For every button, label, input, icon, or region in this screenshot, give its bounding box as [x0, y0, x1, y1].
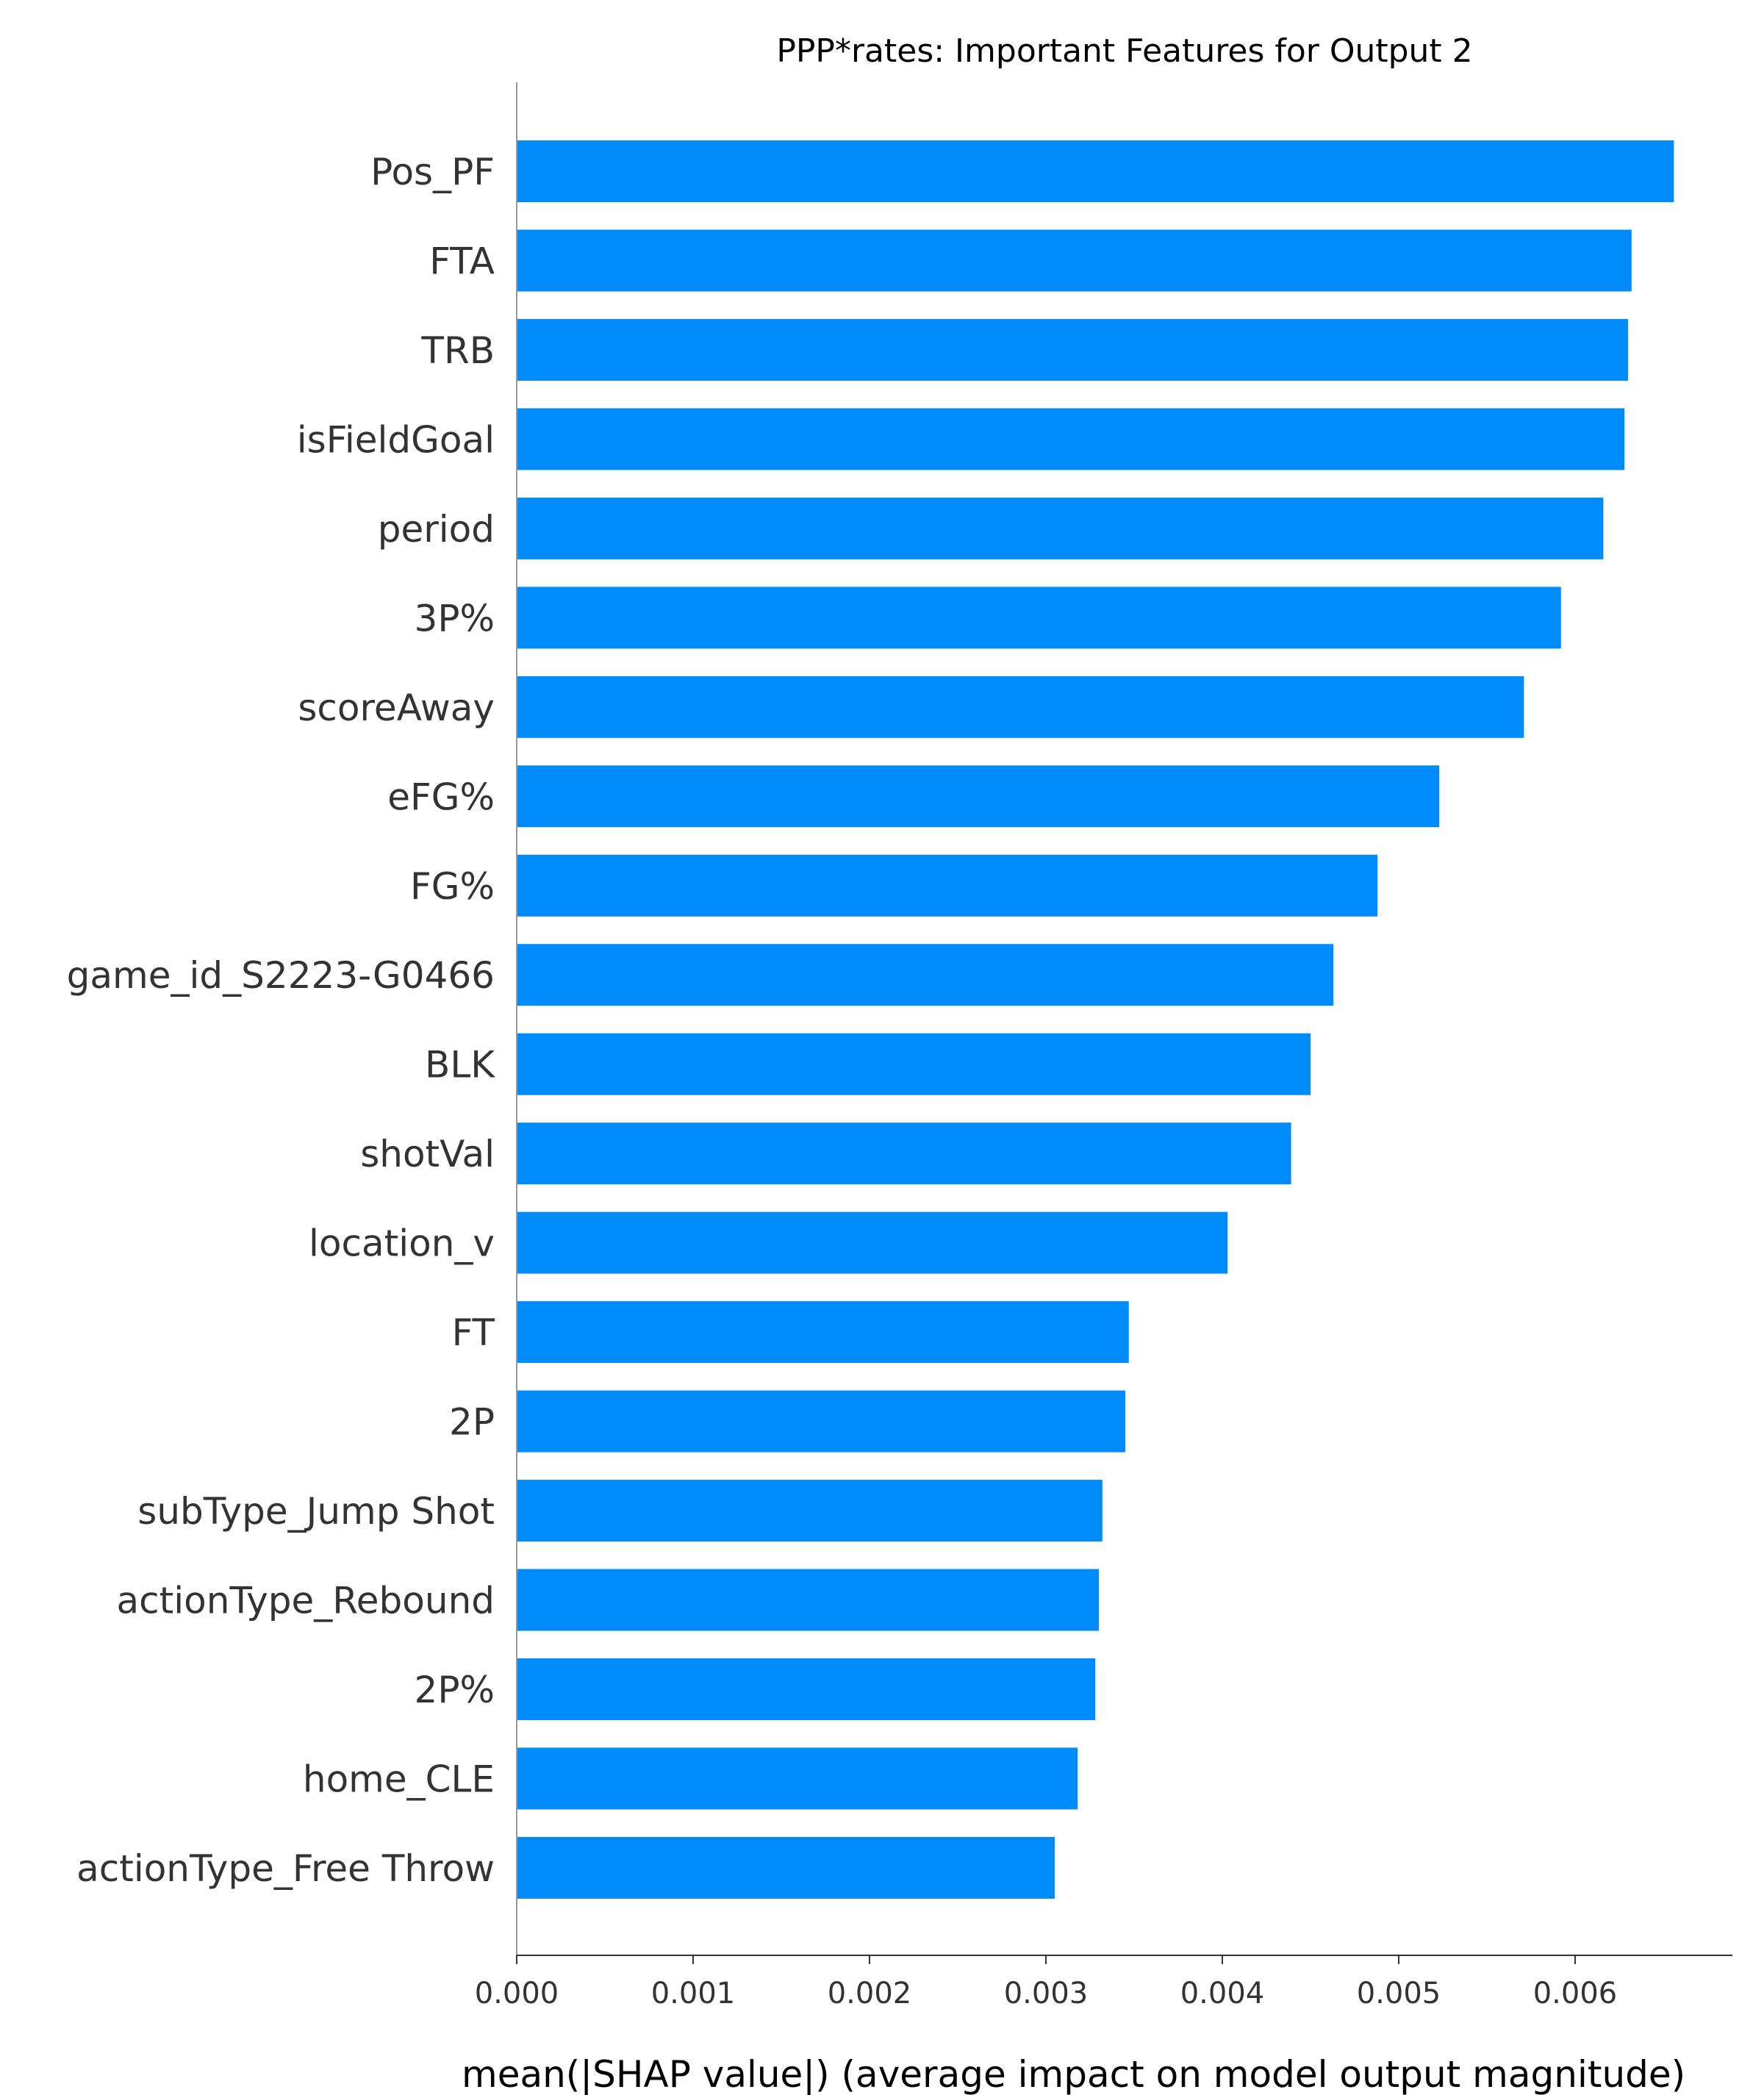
category-label-13: FT: [452, 1311, 495, 1354]
category-label-16: actionType_Rebound: [117, 1580, 495, 1622]
bar-1: [517, 229, 1632, 292]
category-label-19: actionType_Free Throw: [76, 1847, 495, 1890]
category-label-15: subType_Jump Shot: [137, 1490, 495, 1533]
bar-7: [517, 765, 1440, 828]
category-label-4: period: [378, 508, 495, 551]
bar-3: [517, 408, 1625, 470]
bar-10: [517, 1033, 1311, 1095]
bar-6: [517, 676, 1524, 738]
category-label-14: 2P: [449, 1401, 495, 1444]
category-label-3: isFieldGoal: [297, 418, 495, 461]
x-tick-label-3: 0.003: [1004, 1977, 1089, 2010]
bar-11: [517, 1122, 1291, 1185]
x-tick-label-0: 0.000: [475, 1977, 559, 2010]
bar-19: [517, 1836, 1055, 1899]
category-label-1: FTA: [429, 240, 495, 282]
category-label-9: game_id_S2223-G0466: [67, 954, 495, 997]
category-label-0: Pos_PF: [370, 151, 495, 193]
category-label-17: 2P%: [415, 1669, 495, 1711]
bar-14: [517, 1390, 1125, 1453]
category-label-12: location_v: [309, 1222, 495, 1265]
bar-5: [517, 587, 1561, 649]
x-tick-label-2: 0.002: [828, 1977, 912, 2010]
x-tick-label-1: 0.001: [651, 1977, 736, 2010]
x-tick-label-6: 0.006: [1533, 1977, 1618, 2010]
chart-title: PPP*rates: Important Features for Output…: [776, 32, 1472, 70]
category-label-10: BLK: [425, 1044, 495, 1086]
x-tick-label-4: 0.004: [1180, 1977, 1265, 2010]
x-axis-label: mean(|SHAP value|) (average impact on mo…: [462, 2053, 1685, 2095]
category-label-2: TRB: [420, 329, 495, 372]
x-tick-label-5: 0.005: [1357, 1977, 1441, 2010]
category-label-18: home_CLE: [303, 1758, 495, 1800]
category-label-7: eFG%: [387, 776, 495, 818]
category-label-11: shotVal: [360, 1133, 495, 1175]
category-label-5: 3P%: [415, 597, 495, 640]
bar-8: [517, 854, 1378, 917]
category-labels-group: Pos_PF FTA TRB isFieldGoal period 3P% scoreAwa…: [67, 151, 496, 1890]
bar-4: [517, 497, 1604, 559]
bar-12: [517, 1211, 1228, 1274]
bars-group: [517, 140, 1674, 1899]
bar-13: [517, 1301, 1129, 1364]
bar-17: [517, 1658, 1096, 1720]
bar-2: [517, 318, 1628, 381]
bar-16: [517, 1569, 1099, 1631]
bar-0: [517, 140, 1674, 202]
bar-9: [517, 944, 1334, 1006]
x-ticks-group: 0.000 0.001 0.002 0.003 0.004 0.005 0.006: [475, 1955, 1618, 2010]
category-label-8: FG%: [410, 865, 495, 908]
bar-18: [517, 1747, 1078, 1810]
category-label-6: scoreAway: [298, 687, 495, 729]
bar-15: [517, 1480, 1102, 1542]
